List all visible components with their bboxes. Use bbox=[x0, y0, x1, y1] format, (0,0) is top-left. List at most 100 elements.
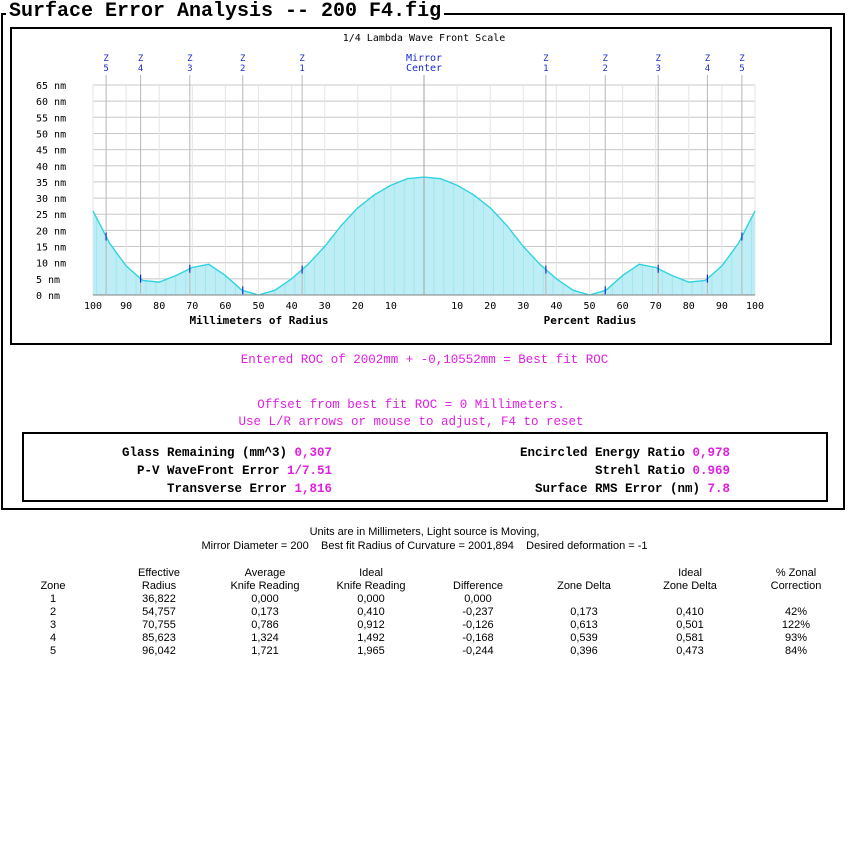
pv-error-value: 1/7.51 bbox=[286, 464, 332, 478]
zone-label: Z bbox=[138, 54, 144, 64]
y-tick-label: 50 nm bbox=[36, 129, 66, 140]
glass-remaining-label: Glass Remaining (mm^3) bbox=[121, 446, 287, 460]
x-tick-label: 80 bbox=[153, 301, 165, 312]
y-tick-label: 5 nm bbox=[36, 275, 60, 286]
offset-message: Offset from best fit ROC = 0 Millimeters… bbox=[257, 398, 565, 412]
encircled-energy-value: 0,978 bbox=[692, 446, 730, 460]
x-tick-label: 50 bbox=[583, 301, 595, 312]
x-tick-label: 30 bbox=[517, 301, 529, 312]
zone-label: 1 bbox=[299, 64, 304, 74]
table-cell: 122% bbox=[781, 619, 811, 631]
x-tick-label: 40 bbox=[286, 301, 298, 312]
x-tick-label: 50 bbox=[252, 301, 264, 312]
table-cell: 42% bbox=[784, 606, 808, 618]
y-tick-label: 60 nm bbox=[36, 97, 66, 108]
zone-label: Z bbox=[739, 54, 745, 64]
table-cell: 0,000 bbox=[464, 593, 492, 605]
window-title: Surface Error Analysis -- 200 F4.fig bbox=[6, 0, 445, 24]
table-cell: 54,757 bbox=[142, 606, 176, 618]
encircled-energy-stat: Encircled Energy Ratio 0,978 bbox=[520, 446, 730, 460]
zone-label: 5 bbox=[739, 64, 744, 74]
column-header: Zone Delta bbox=[663, 580, 717, 592]
zone-table-column: Difference 0,000 -0,237 -0,126 -0,168 -0,244 bbox=[426, 567, 530, 658]
x-tick-label: 90 bbox=[120, 301, 132, 312]
glass-remaining-stat: Glass Remaining (mm^3) 0,307 bbox=[122, 446, 332, 460]
table-cell: -0,126 bbox=[462, 619, 494, 631]
glass-remaining-value: 0,307 bbox=[294, 446, 332, 460]
table-cell: 0,912 bbox=[357, 619, 385, 631]
report-mirror-line: Mirror Diameter = 200 Best fit Radius of… bbox=[201, 540, 648, 552]
column-header: Ideal bbox=[359, 567, 383, 579]
zone-table-column: Average Knife Reading 0,000 0,173 0,786 1,324… bbox=[213, 567, 317, 658]
x-tick-label: 80 bbox=[683, 301, 695, 312]
column-header: Zone bbox=[40, 580, 66, 592]
pv-error-label: P-V WaveFront Error bbox=[136, 464, 280, 478]
y-tick-label: 15 nm bbox=[36, 243, 66, 254]
encircled-energy-label: Encircled Energy Ratio bbox=[519, 446, 685, 460]
zone-table-column: Ideal Zone Delta 0,410 0,501 0,581 0,473 bbox=[638, 567, 742, 658]
transverse-error-label: Transverse Error bbox=[166, 482, 287, 496]
column-header bbox=[532, 567, 636, 580]
column-header: Average bbox=[244, 567, 286, 579]
column-header: Knife Reading bbox=[230, 580, 300, 592]
table-cell bbox=[638, 593, 742, 606]
y-tick-label: 0 nm bbox=[36, 291, 60, 302]
transverse-error-stat: Transverse Error 1,816 bbox=[167, 482, 332, 496]
zone-table-column: Zone 1 2 3 4 5 bbox=[1, 567, 105, 658]
column-header: Zone Delta bbox=[557, 580, 611, 592]
table-cell: 2 bbox=[49, 606, 57, 618]
table-cell: 84% bbox=[784, 645, 808, 657]
transverse-error-value: 1,816 bbox=[294, 482, 332, 496]
table-cell: 0,396 bbox=[570, 645, 598, 657]
column-header: % Zonal bbox=[775, 567, 817, 579]
table-cell: 5 bbox=[49, 645, 57, 657]
x-tick-label: 100 bbox=[746, 301, 764, 312]
table-cell: 1,965 bbox=[357, 645, 385, 657]
y-tick-label: 30 nm bbox=[36, 194, 66, 205]
table-cell: 0,581 bbox=[676, 632, 704, 644]
zone-label: Z bbox=[603, 54, 609, 64]
zone-table-column: Effective Radius 36,822 54,757 70,755 85,623 9… bbox=[107, 567, 211, 658]
table-cell bbox=[532, 593, 636, 606]
table-cell: 0,000 bbox=[251, 593, 279, 605]
rms-error-label: Surface RMS Error (nm) bbox=[534, 482, 700, 496]
column-header: Correction bbox=[770, 580, 822, 592]
table-cell bbox=[744, 593, 848, 606]
table-cell: 0,410 bbox=[357, 606, 385, 618]
x-tick-label: 10 bbox=[451, 301, 463, 312]
table-cell: -0,244 bbox=[462, 645, 494, 657]
zone-label: Z bbox=[705, 54, 711, 64]
mirror-center-label: Center bbox=[406, 63, 442, 74]
pv-error-stat: P-V WaveFront Error 1/7.51 bbox=[137, 464, 332, 478]
column-header: Difference bbox=[453, 580, 503, 592]
strehl-ratio-stat: Strehl Ratio 0.969 bbox=[595, 464, 730, 478]
y-tick-label: 55 nm bbox=[36, 113, 66, 124]
column-header bbox=[1, 567, 105, 580]
zone-label: 4 bbox=[138, 64, 143, 74]
zone-label: 3 bbox=[187, 64, 192, 74]
table-cell: -0,168 bbox=[462, 632, 494, 644]
wavefront-plot[interactable]: 1/4 Lambda Wave Front Scale 65 nm 60 nm 55 … bbox=[10, 27, 832, 345]
table-cell: 4 bbox=[49, 632, 57, 644]
zone-label: Z bbox=[299, 54, 305, 64]
x-tick-label: 60 bbox=[617, 301, 629, 312]
x-tick-label: 70 bbox=[186, 301, 198, 312]
y-tick-label: 35 nm bbox=[36, 178, 66, 189]
column-header: Effective bbox=[138, 567, 180, 579]
zone-label: 2 bbox=[603, 64, 608, 74]
rms-error-stat: Surface RMS Error (nm) 7.8 bbox=[535, 482, 730, 496]
zone-label: 2 bbox=[240, 64, 245, 74]
zone-label: Z bbox=[187, 54, 193, 64]
stats-panel: Glass Remaining (mm^3) 0,307 P-V WaveFro… bbox=[22, 432, 828, 502]
y-tick-label: 65 nm bbox=[36, 81, 66, 92]
chart-title: 1/4 Lambda Wave Front Scale bbox=[343, 33, 506, 44]
zone-label: Z bbox=[543, 54, 549, 64]
x-tick-label: 40 bbox=[550, 301, 562, 312]
table-cell: 0,473 bbox=[676, 645, 704, 657]
x-tick-label: 10 bbox=[385, 301, 397, 312]
roc-message: Entered ROC of 2002mm + -0,10552mm = Bes… bbox=[240, 353, 609, 367]
table-cell: 0,410 bbox=[676, 606, 704, 618]
y-tick-label: 45 nm bbox=[36, 146, 66, 157]
x-tick-label: 60 bbox=[219, 301, 231, 312]
